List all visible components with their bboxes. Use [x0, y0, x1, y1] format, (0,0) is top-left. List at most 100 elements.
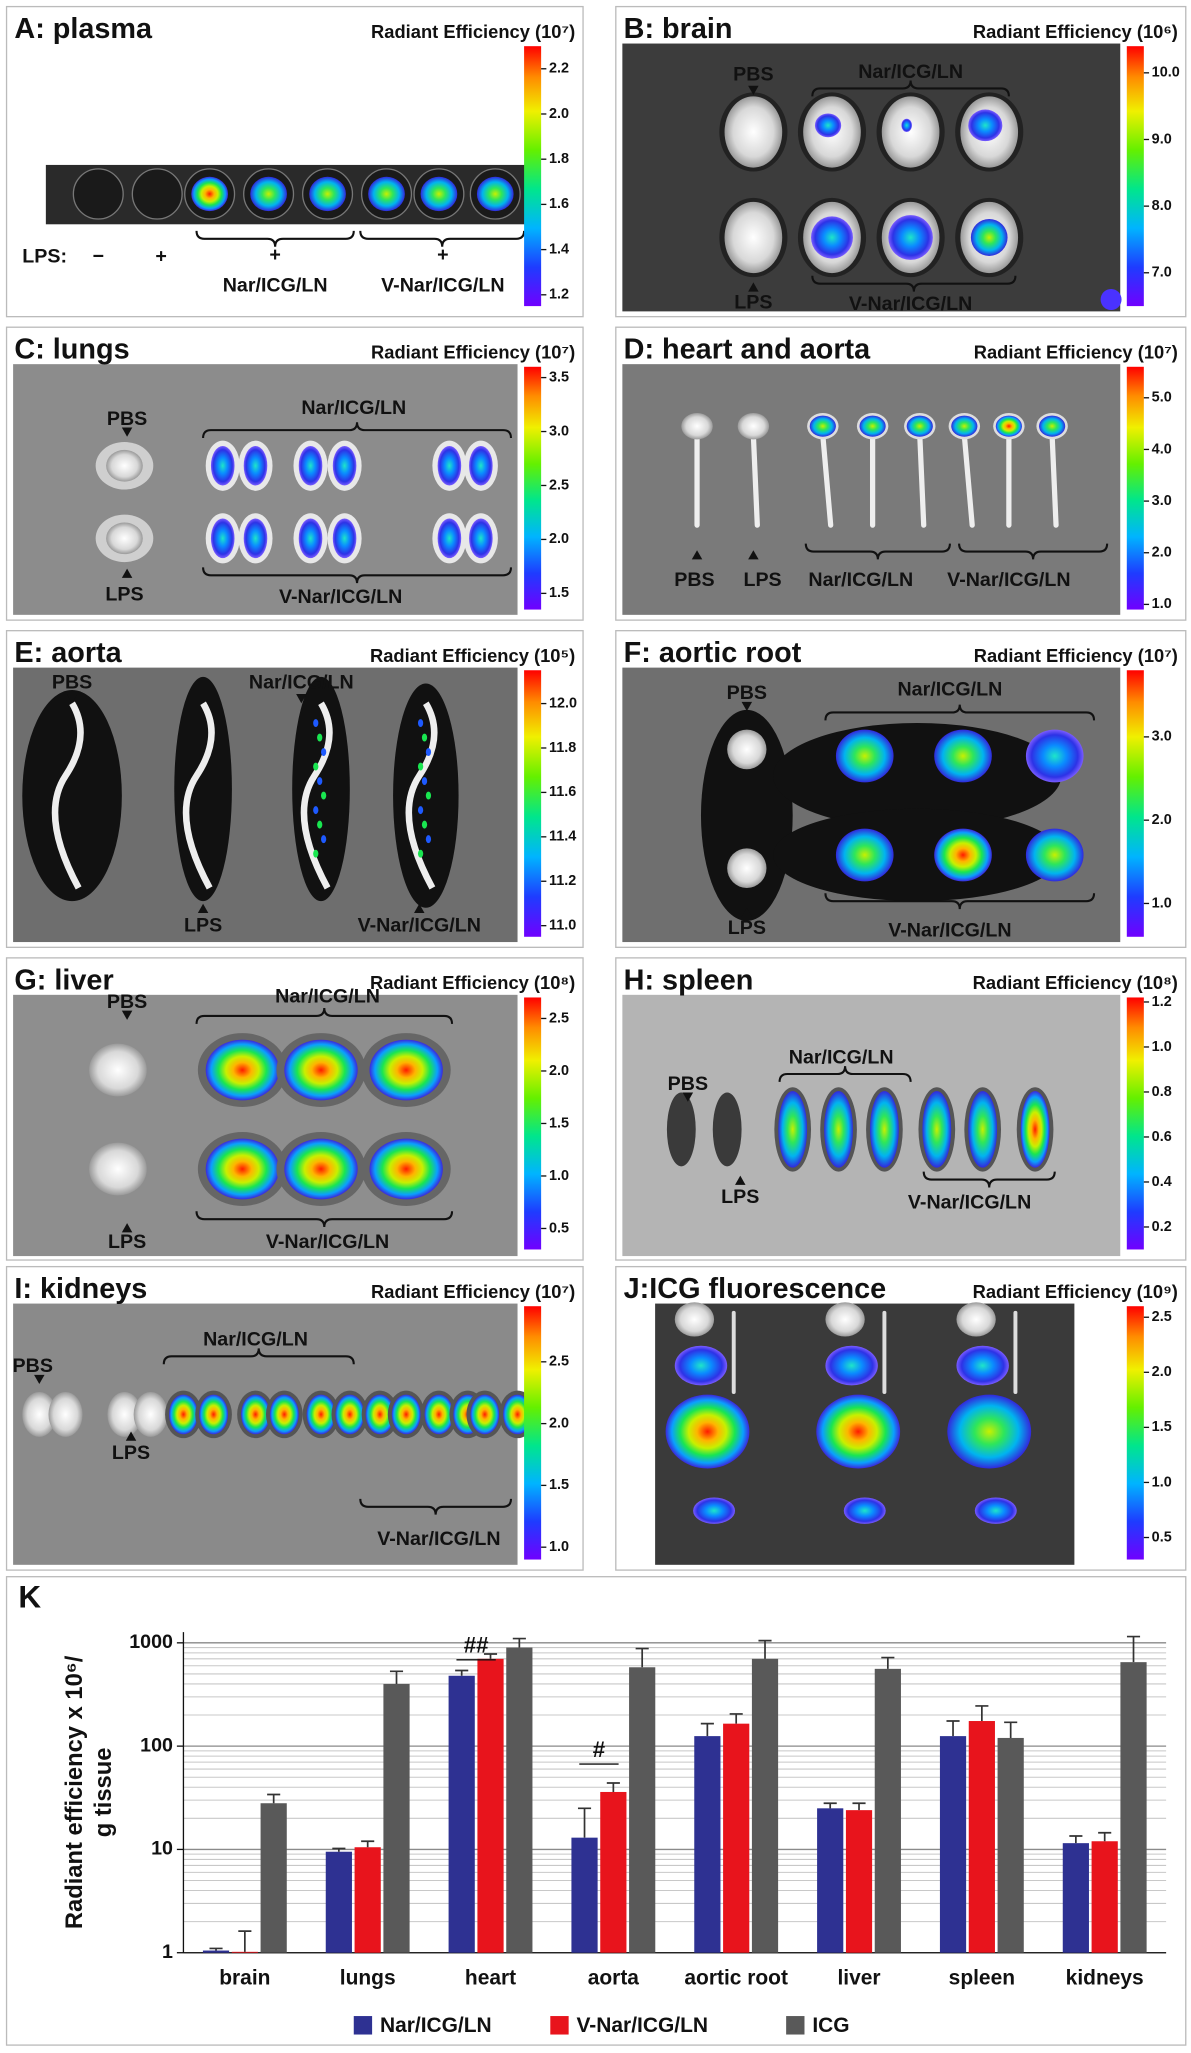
signal: [859, 415, 886, 437]
colorbar-tick-label: 2.5: [549, 1010, 569, 1026]
signal: [417, 806, 424, 815]
tissue: [750, 432, 760, 528]
bar: [1062, 1843, 1089, 1953]
colorbar-tick-label: 11.8: [549, 740, 576, 756]
colorbar: [1126, 997, 1144, 1250]
signal: [437, 518, 462, 559]
colorbar: [1126, 46, 1144, 307]
colorbar-tick-label: 0.4: [1152, 1174, 1172, 1190]
image-label: Nar/ICG/LN: [249, 672, 354, 694]
bar: [571, 1837, 598, 1953]
image-label: +: [155, 245, 166, 267]
bar: [383, 1683, 410, 1953]
image-label: PBS: [674, 569, 714, 591]
panel: D: heart and aorta Radiant Efficiency (10…: [615, 326, 1187, 621]
colorbar-tick-label: 11.2: [549, 873, 576, 889]
error-bar: [946, 1720, 960, 1737]
y-axis-label: g tissue: [91, 1748, 117, 1838]
bar: [817, 1808, 844, 1953]
signal: [674, 1345, 728, 1386]
signal: [332, 445, 357, 486]
bracket: [824, 893, 1096, 910]
colorbar-tick-label: 1.0: [1152, 596, 1172, 612]
tissue: [674, 1302, 715, 1337]
signal: [241, 1394, 270, 1435]
signal: [425, 791, 432, 800]
panel: F: aortic root Radiant Efficiency (10⁷) 3.…: [615, 630, 1187, 948]
bracket: [811, 275, 1017, 292]
bar: [751, 1658, 779, 1953]
colorbar-tick-label: 0.5: [549, 1220, 569, 1236]
signal: [437, 445, 462, 486]
image-label: PBS: [107, 408, 147, 430]
bar: [874, 1668, 901, 1953]
signal: [809, 415, 836, 437]
signal: [420, 176, 458, 212]
image-label: V-Nar/ICG/LN: [381, 274, 504, 296]
signal: [169, 1394, 198, 1435]
signal: [210, 445, 235, 486]
image-label: PBS: [727, 682, 767, 704]
colorbar: [524, 366, 542, 610]
signal: [470, 1394, 500, 1435]
tissue: [956, 1302, 996, 1337]
tissue: [51, 701, 84, 890]
error-bar: [577, 1807, 592, 1838]
signal: [313, 849, 319, 858]
signal: [317, 733, 323, 742]
colorbar-tick-label: 1.2: [1152, 994, 1172, 1010]
image-label: LPS: [721, 1186, 759, 1208]
error-bar: [209, 1947, 223, 1951]
image-label: Nar/ICG/LN: [808, 569, 913, 591]
marker-arrow: [741, 907, 753, 917]
signal: [922, 1091, 952, 1168]
error-bar: [1126, 1635, 1141, 1663]
colorbar-tick-label: 12.0: [549, 695, 577, 711]
bracket: [359, 1498, 513, 1515]
colorbar-tick-label: 1.6: [549, 196, 569, 212]
marker-arrow: [125, 1431, 137, 1441]
bar: [600, 1791, 627, 1953]
colorbar: [1126, 366, 1144, 610]
error-bar: [852, 1802, 866, 1811]
signal: [284, 1039, 358, 1101]
marker-arrow: [414, 903, 425, 914]
bracket: [824, 704, 1096, 721]
image-background: [13, 994, 518, 1257]
colorbar-tick-label: 3.5: [549, 369, 569, 385]
colorbar-tick-label: 2.0: [549, 1415, 569, 1431]
bracket: [202, 422, 513, 439]
image-label: LPS: [184, 914, 222, 936]
y-tick-label: 1: [162, 1941, 173, 1963]
colorbar-tick-label: 2.0: [549, 1063, 569, 1079]
x-tick-label: liver: [837, 1967, 880, 1990]
image-background: [13, 364, 518, 615]
signal: [321, 748, 327, 757]
bar: [845, 1810, 873, 1953]
signal: [417, 849, 424, 858]
signal: [369, 1138, 443, 1200]
signal: [332, 518, 357, 559]
bracket: [958, 543, 1109, 560]
bar: [325, 1851, 352, 1953]
panel-title: D: heart and aorta: [624, 334, 871, 366]
colorbar-tick-label: 2.5: [549, 477, 569, 493]
panel: H: spleen Radiant Efficiency (10⁸)1.2 1.0 0…: [615, 957, 1187, 1261]
image-label: PBS: [668, 1073, 708, 1095]
signal: [317, 777, 323, 786]
colorbar-tick-label: 1.4: [549, 241, 569, 257]
colorbar-tick-label: 2.0: [549, 106, 569, 122]
signal: [1020, 1091, 1050, 1168]
error-bar: [512, 1637, 526, 1648]
panel-label: K: [18, 1578, 41, 1614]
image-label: Nar/ICG/LN: [301, 397, 406, 419]
bar: [448, 1675, 475, 1953]
image-label: Nar/ICG/LN: [858, 61, 963, 83]
panel-title: G: liver: [14, 964, 113, 996]
image-label: Nar/ICG/LN: [203, 1329, 308, 1351]
signal: [835, 729, 894, 783]
colorbar-label: Radiant Efficiency (10⁷): [371, 1281, 575, 1302]
image-label: V-Nar/ICG/LN: [908, 1191, 1031, 1213]
